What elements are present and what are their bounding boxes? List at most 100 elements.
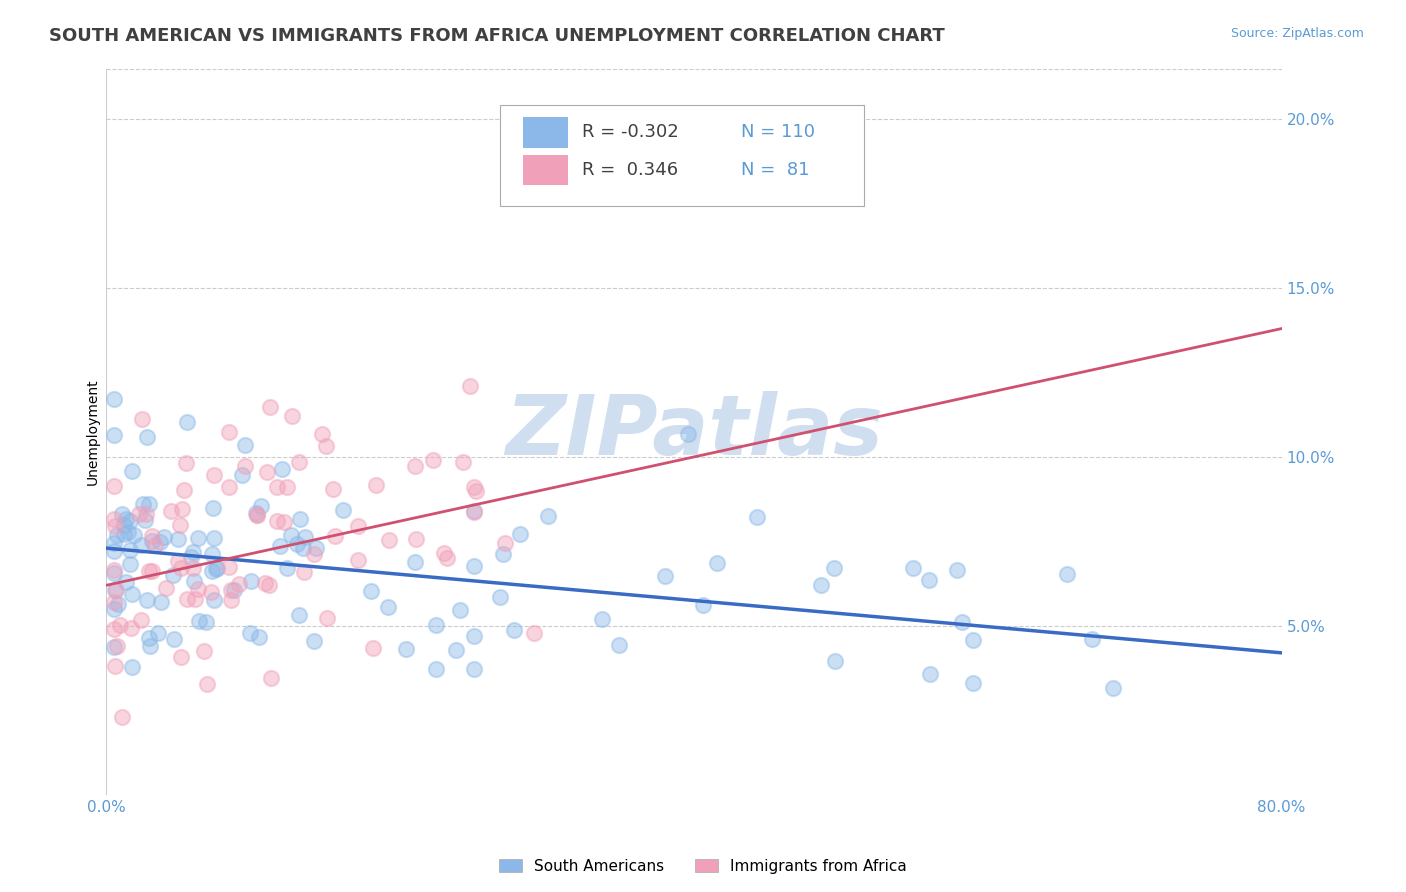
- Point: [218, 480, 240, 494]
- Point: [436, 551, 458, 566]
- Point: [488, 591, 510, 605]
- Point: [346, 552, 368, 566]
- Point: [325, 529, 347, 543]
- Point: [901, 561, 924, 575]
- Point: [219, 582, 242, 597]
- Point: [112, 518, 135, 533]
- Point: [105, 639, 128, 653]
- Point: [1056, 566, 1078, 581]
- Point: [103, 392, 125, 406]
- Point: [405, 532, 427, 546]
- Point: [105, 528, 128, 542]
- Point: [138, 497, 160, 511]
- Point: [523, 626, 546, 640]
- Point: [233, 438, 256, 452]
- Point: [103, 595, 125, 609]
- Point: [451, 455, 474, 469]
- Point: [280, 528, 302, 542]
- Point: [138, 564, 160, 578]
- Point: [315, 611, 337, 625]
- Point: [591, 611, 613, 625]
- Point: [202, 501, 225, 516]
- Point: [824, 655, 846, 669]
- Point: [950, 615, 973, 629]
- Point: [266, 514, 288, 528]
- Point: [200, 585, 222, 599]
- Point: [404, 458, 426, 473]
- Point: [103, 544, 125, 558]
- Point: [463, 559, 485, 574]
- Point: [294, 530, 316, 544]
- Point: [463, 662, 485, 676]
- Point: [676, 426, 699, 441]
- Point: [654, 569, 676, 583]
- Point: [104, 583, 127, 598]
- Point: [270, 462, 292, 476]
- Point: [290, 512, 312, 526]
- Point: [103, 563, 125, 577]
- Point: [135, 507, 157, 521]
- Point: [202, 593, 225, 607]
- Point: [276, 480, 298, 494]
- Point: [120, 621, 142, 635]
- FancyBboxPatch shape: [523, 117, 568, 148]
- Point: [266, 479, 288, 493]
- Legend: South Americans, Immigrants from Africa: South Americans, Immigrants from Africa: [494, 853, 912, 880]
- Point: [149, 535, 172, 549]
- Point: [281, 409, 304, 423]
- Point: [111, 709, 134, 723]
- Point: [103, 512, 125, 526]
- Point: [239, 574, 262, 588]
- Point: [259, 578, 281, 592]
- Point: [162, 567, 184, 582]
- Point: [311, 426, 333, 441]
- Point: [463, 505, 485, 519]
- Point: [201, 564, 224, 578]
- Point: [110, 617, 132, 632]
- Point: [305, 541, 328, 556]
- Point: [170, 561, 193, 575]
- Point: [121, 464, 143, 478]
- Point: [288, 607, 311, 622]
- Point: [202, 468, 225, 483]
- Point: [183, 574, 205, 589]
- FancyBboxPatch shape: [523, 155, 568, 186]
- Point: [173, 483, 195, 497]
- Point: [107, 598, 129, 612]
- Point: [609, 638, 631, 652]
- Point: [276, 561, 298, 575]
- Text: Source: ZipAtlas.com: Source: ZipAtlas.com: [1230, 27, 1364, 40]
- Point: [464, 483, 486, 498]
- Point: [174, 456, 197, 470]
- Point: [231, 467, 253, 482]
- Point: [163, 632, 186, 647]
- Point: [104, 658, 127, 673]
- Point: [503, 623, 526, 637]
- Point: [425, 662, 447, 676]
- Point: [218, 560, 240, 574]
- Point: [378, 533, 401, 547]
- Point: [205, 562, 228, 576]
- Point: [112, 527, 135, 541]
- Point: [1081, 632, 1104, 646]
- Point: [463, 629, 485, 643]
- Point: [247, 630, 270, 644]
- Point: [104, 518, 127, 533]
- Point: [110, 507, 132, 521]
- Point: [245, 507, 267, 521]
- Point: [176, 415, 198, 429]
- Point: [233, 458, 256, 473]
- Point: [117, 524, 139, 539]
- Point: [346, 519, 368, 533]
- Point: [322, 483, 344, 497]
- Point: [134, 513, 156, 527]
- Point: [141, 565, 163, 579]
- Point: [103, 536, 125, 550]
- Text: SOUTH AMERICAN VS IMMIGRANTS FROM AFRICA UNEMPLOYMENT CORRELATION CHART: SOUTH AMERICAN VS IMMIGRANTS FROM AFRICA…: [49, 27, 945, 45]
- FancyBboxPatch shape: [501, 105, 865, 206]
- Point: [458, 379, 481, 393]
- Point: [302, 547, 325, 561]
- Point: [118, 542, 141, 557]
- Point: [103, 640, 125, 654]
- Point: [363, 640, 385, 655]
